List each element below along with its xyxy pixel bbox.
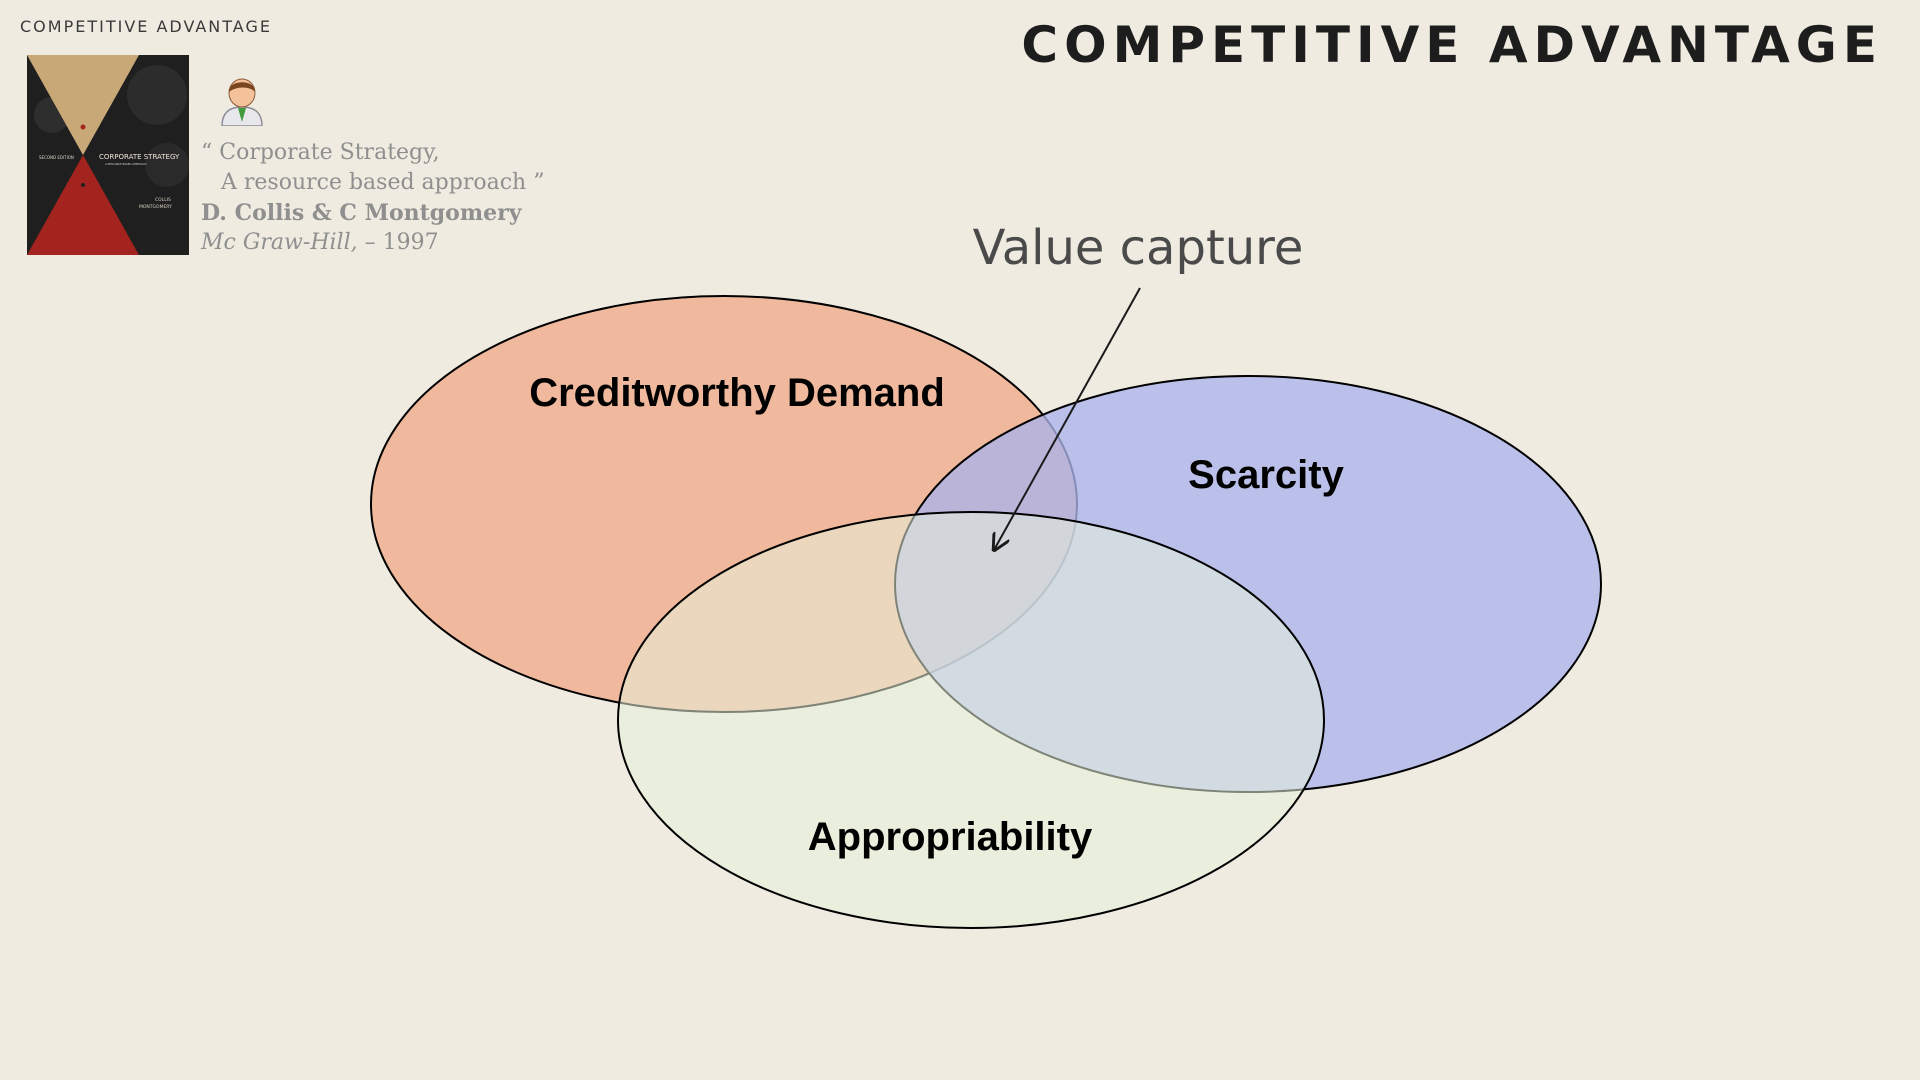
book-cover-text: MONTGOMERY	[139, 204, 172, 210]
person-icon	[221, 78, 263, 126]
book-cover-text: COLLIS	[155, 197, 171, 203]
book-citation: “ Corporate Strategy, A resource based a…	[201, 138, 544, 258]
set-label-creditworthy-demand: Creditworthy Demand	[529, 371, 945, 415]
book-publisher: Mc Graw-Hill,	[201, 230, 358, 255]
value-capture-arrow	[994, 287, 1141, 550]
book-authors: D. Collis & C Montgomery	[201, 200, 522, 226]
book-cover-text: A RESOURCE-BASED APPROACH	[105, 162, 146, 166]
book-cover-image: SECOND EDITION CORPORATE STRATEGY A RESO…	[27, 55, 189, 255]
book-year: – 1997	[364, 230, 439, 255]
book-quote-line-2: A resource based approach ”	[221, 170, 545, 195]
slide-title: COMPETITIVE ADVANTAGE	[1021, 16, 1883, 74]
value-capture-label: Value capture	[973, 220, 1304, 276]
set-label-scarcity: Scarcity	[1188, 453, 1344, 497]
book-cover-text: SECOND EDITION	[39, 155, 74, 160]
set-label-appropriability: Appropriability	[808, 815, 1093, 859]
set-ellipse-appropriability	[617, 511, 1325, 929]
section-label: COMPETITIVE ADVANTAGE	[20, 17, 272, 36]
book-cover-text: CORPORATE STRATEGY	[99, 153, 180, 161]
book-quote-line-1: “ Corporate Strategy,	[201, 140, 440, 165]
